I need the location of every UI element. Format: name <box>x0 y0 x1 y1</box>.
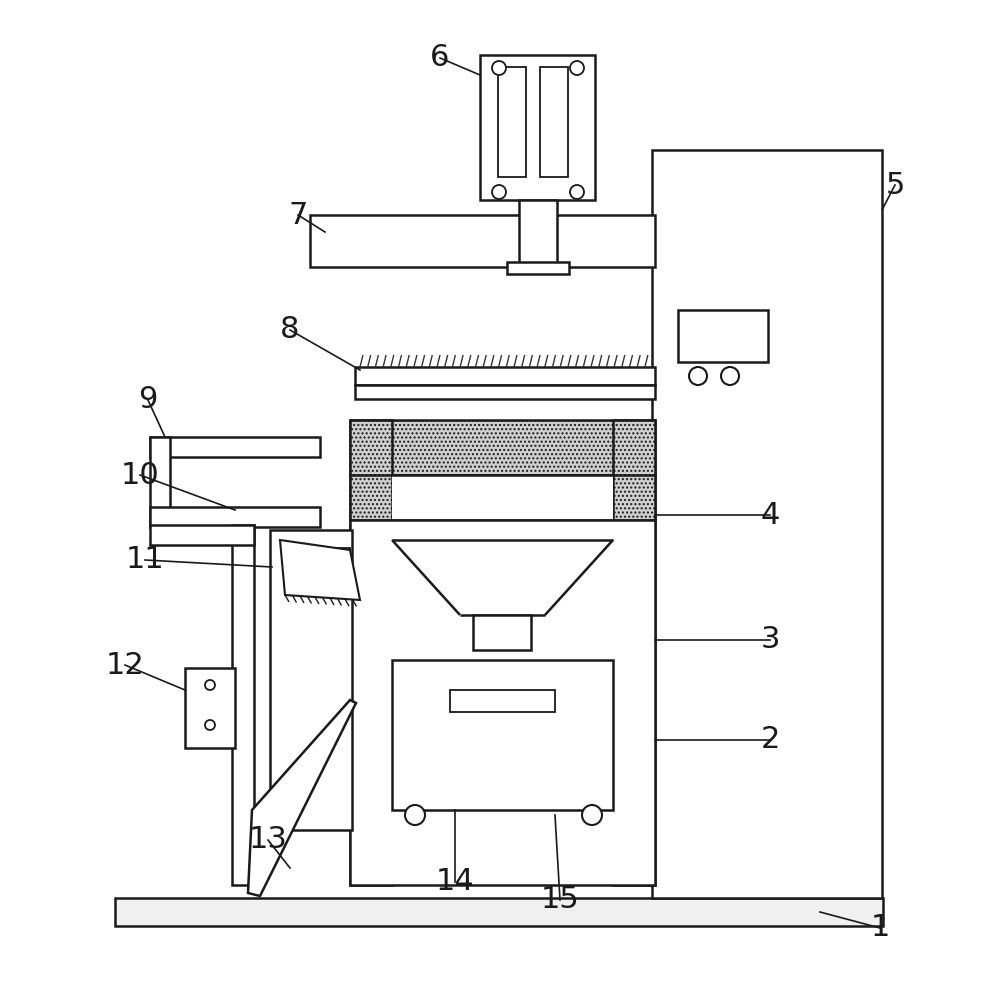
Bar <box>350 420 655 475</box>
Circle shape <box>689 367 707 385</box>
Bar <box>498 67 526 177</box>
Circle shape <box>570 61 584 75</box>
Bar <box>150 437 170 527</box>
Polygon shape <box>248 700 356 896</box>
Bar <box>185 668 235 748</box>
Bar <box>678 310 768 362</box>
Bar <box>150 437 320 457</box>
Bar <box>350 520 655 885</box>
Bar <box>310 215 655 267</box>
Bar <box>295 548 350 570</box>
Text: 10: 10 <box>121 460 159 490</box>
Bar <box>652 150 882 898</box>
Bar <box>270 530 352 830</box>
Text: 12: 12 <box>106 651 144 679</box>
Text: 11: 11 <box>126 546 164 574</box>
Circle shape <box>205 680 215 690</box>
Text: 15: 15 <box>541 886 579 914</box>
Text: 3: 3 <box>760 625 780 655</box>
Circle shape <box>205 720 215 730</box>
Text: 9: 9 <box>138 385 158 415</box>
Bar <box>613 420 655 885</box>
Bar <box>115 898 883 926</box>
Bar <box>480 55 595 200</box>
Circle shape <box>721 367 739 385</box>
Text: 13: 13 <box>249 826 287 854</box>
Bar <box>150 525 254 545</box>
Bar <box>507 262 569 274</box>
Circle shape <box>405 805 425 825</box>
Circle shape <box>570 185 584 199</box>
Polygon shape <box>280 540 360 600</box>
Text: 7: 7 <box>288 201 308 229</box>
Bar <box>355 385 655 399</box>
Text: 1: 1 <box>870 913 890 943</box>
Bar <box>450 690 555 712</box>
Bar <box>350 475 655 520</box>
Bar <box>232 525 254 885</box>
Text: 4: 4 <box>760 500 780 530</box>
Bar <box>392 475 613 520</box>
Bar <box>540 67 568 177</box>
Bar <box>355 367 655 385</box>
Bar <box>150 507 320 527</box>
Text: 5: 5 <box>885 170 905 200</box>
Bar <box>392 660 613 810</box>
Bar <box>350 420 392 885</box>
Text: 14: 14 <box>436 868 474 896</box>
Text: 2: 2 <box>760 725 780 755</box>
Circle shape <box>492 185 506 199</box>
Circle shape <box>582 805 602 825</box>
Bar <box>473 615 531 650</box>
Text: 8: 8 <box>280 316 300 344</box>
Circle shape <box>492 61 506 75</box>
Bar <box>519 200 557 268</box>
Text: 6: 6 <box>430 43 450 73</box>
